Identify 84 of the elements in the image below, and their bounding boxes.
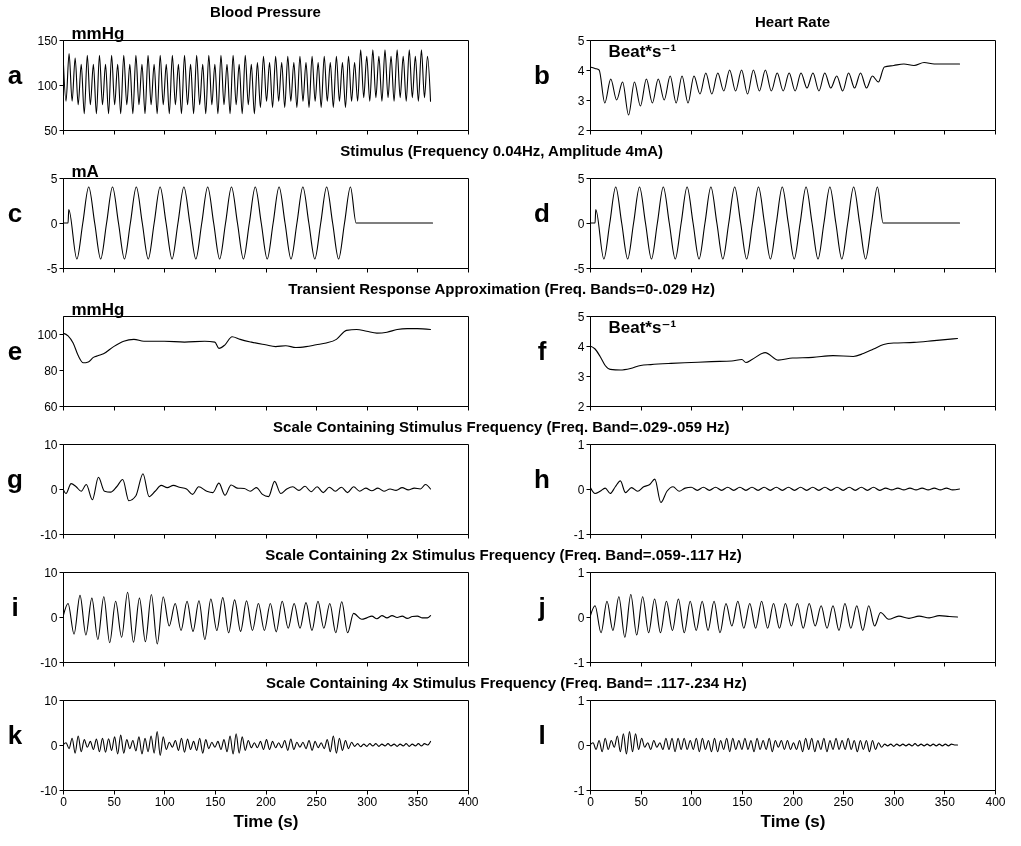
y-tick-label: 5 [577, 309, 585, 324]
y-tick-label: 150 [37, 33, 58, 48]
text: f [537, 336, 547, 366]
line-series [63, 49, 432, 115]
text: a [7, 60, 23, 90]
y-tick-label: 3 [577, 93, 585, 108]
y-tick-label: 5 [577, 171, 585, 186]
text: Stimulus (Frequency 0.04Hz, Amplitude 4mA) [340, 141, 664, 159]
text: h [534, 464, 550, 494]
x-tick-label: 250 [833, 794, 854, 809]
y-tick-label: -5 [573, 261, 585, 276]
text: k [7, 720, 23, 750]
text: i [11, 592, 19, 622]
x-tick-label: 350 [407, 794, 429, 809]
x-tick-label: 150 [732, 794, 753, 809]
x-tick-label: 0 [60, 794, 68, 809]
y-axis-title: Beat*s⁻¹ [608, 41, 677, 61]
y-tick-label: 0 [577, 610, 585, 625]
y-tick-label: -1 [573, 655, 585, 670]
y-tick-label: 0 [50, 482, 58, 497]
x-tick-label: 50 [634, 794, 649, 809]
y-tick-label: 100 [37, 327, 58, 342]
x-tick-label: 50 [107, 794, 122, 809]
text: g [7, 464, 23, 494]
y-tick-label: 60 [44, 399, 58, 414]
text: e [7, 336, 23, 366]
chart-title: Blood Pressure [210, 3, 321, 20]
y-tick-label: 5 [577, 33, 585, 48]
x-tick-label: 100 [681, 794, 703, 809]
y-tick-label: 1 [577, 565, 585, 580]
text: Transient Response Approximation (Freq. Bands=0-.029 Hz) [288, 279, 715, 297]
y-tick-label: 0 [577, 216, 585, 231]
y-tick-label: 0 [577, 738, 585, 753]
y-tick-label: 100 [37, 78, 58, 93]
y-tick-label: 1 [577, 437, 585, 452]
y-tick-label: 10 [44, 693, 58, 708]
y-tick-label: 5 [50, 171, 58, 186]
y-tick-label: 1 [577, 693, 585, 708]
text: c [7, 198, 23, 228]
text: Scale Containing Stimulus Frequency (Freq. Band=.029-.059 Hz) [273, 417, 730, 435]
y-axis-title: mmHg [71, 299, 125, 319]
y-tick-label: -5 [46, 261, 58, 276]
y-tick-label: 80 [44, 363, 58, 378]
y-axis-title: mmHg [71, 23, 125, 43]
y-tick-label: 2 [577, 123, 585, 138]
y-tick-label: 50 [44, 123, 58, 138]
line-series [590, 61, 961, 116]
y-axis-title: mA [71, 161, 99, 181]
y-tick-label: 10 [44, 437, 58, 452]
y-axis-title: Beat*s⁻¹ [608, 317, 677, 337]
x-tick-label: 300 [884, 794, 905, 809]
x-axis-title: Time (s) [760, 811, 826, 831]
x-tick-label: 300 [357, 794, 378, 809]
y-tick-label: -10 [40, 783, 58, 798]
y-tick-label: -1 [573, 527, 585, 542]
x-tick-label: 250 [306, 794, 327, 809]
x-tick-label: 350 [934, 794, 956, 809]
x-tick-label: 100 [154, 794, 176, 809]
x-tick-label: 150 [205, 794, 226, 809]
y-tick-label: 4 [577, 63, 585, 78]
y-tick-label: -10 [40, 655, 58, 670]
x-tick-label: 400 [985, 794, 1006, 809]
y-tick-label: -1 [573, 783, 585, 798]
y-tick-label: 10 [44, 565, 58, 580]
y-tick-label: 2 [577, 399, 585, 414]
y-tick-label: 0 [577, 482, 585, 497]
y-tick-label: 0 [50, 738, 58, 753]
text: l [538, 720, 546, 750]
y-tick-label: 0 [50, 216, 58, 231]
text: j [537, 592, 546, 622]
x-axis-title: Time (s) [233, 811, 299, 831]
text: Scale Containing 4x Stimulus Frequency (Freq. Band= .117-.234 Hz) [266, 673, 747, 691]
y-tick-label: 0 [50, 610, 58, 625]
x-tick-label: 0 [587, 794, 595, 809]
x-tick-label: 400 [458, 794, 479, 809]
y-tick-label: -10 [40, 527, 58, 542]
chart-title: Heart Rate [754, 13, 831, 30]
text: d [534, 198, 550, 228]
y-tick-label: 4 [577, 339, 585, 354]
text: Scale Containing 2x Stimulus Frequency (Freq. Band=.059-.117 Hz) [265, 545, 742, 563]
text: b [534, 60, 550, 90]
x-tick-label: 200 [782, 794, 804, 809]
x-tick-label: 200 [255, 794, 277, 809]
y-tick-label: 3 [577, 369, 585, 384]
